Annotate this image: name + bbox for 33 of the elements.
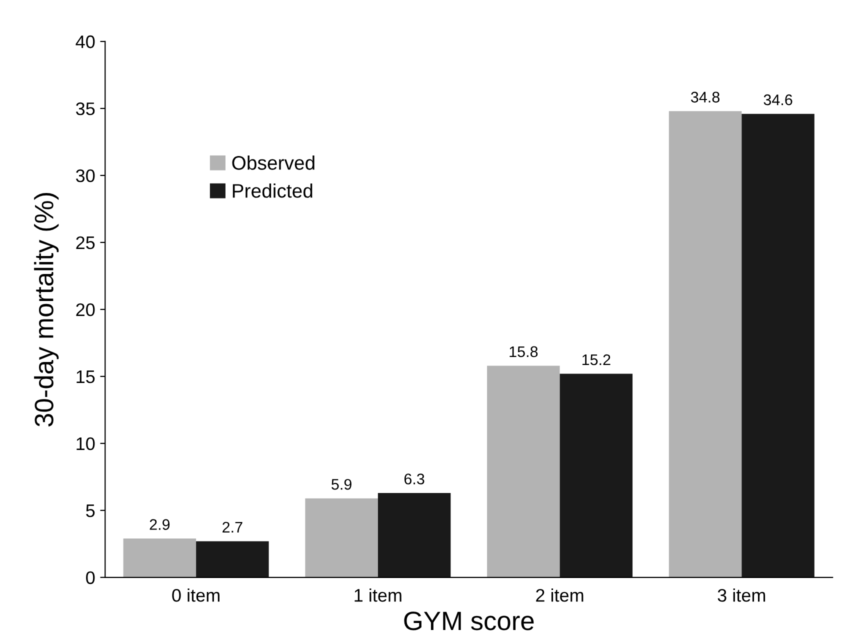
y-tick-label: 20	[76, 303, 95, 316]
data-label: 34.6	[764, 94, 792, 106]
y-tick-label: 10	[76, 437, 95, 450]
legend-label: Observed	[232, 156, 314, 170]
data-label: 2.7	[222, 522, 242, 532]
y-tick-label: 0	[86, 571, 95, 584]
bar	[196, 541, 269, 578]
x-tick-label: 3 item	[718, 588, 766, 602]
x-tick-label: 0 item	[172, 588, 220, 602]
y-axis-title: 30-day mortality (%)	[34, 193, 59, 426]
x-tick-label: 1 item	[354, 588, 402, 602]
x-axis-title: GYM score	[404, 612, 534, 630]
data-label: 15.8	[510, 346, 538, 358]
y-tick-label: 30	[76, 169, 95, 182]
data-label: 2.9	[150, 519, 170, 530]
y-tick-label: 25	[76, 236, 95, 250]
data-label: 15.2	[582, 354, 610, 366]
y-tick-label: 35	[76, 102, 95, 116]
bar	[560, 374, 633, 578]
bar	[487, 366, 560, 578]
bar	[305, 498, 378, 578]
bar	[742, 114, 814, 578]
x-tick-label: 2 item	[536, 588, 584, 602]
bar	[123, 538, 196, 578]
y-tick-label: 15	[76, 370, 95, 384]
legend-label: Predicted	[232, 183, 312, 198]
bar	[668, 111, 742, 578]
data-label: 5.9	[332, 478, 352, 490]
y-tick-label: 5	[86, 504, 95, 518]
y-tick-label: 40	[76, 35, 95, 48]
data-label: 6.3	[404, 474, 424, 484]
data-label: 34.8	[691, 92, 720, 103]
bar	[378, 492, 451, 578]
